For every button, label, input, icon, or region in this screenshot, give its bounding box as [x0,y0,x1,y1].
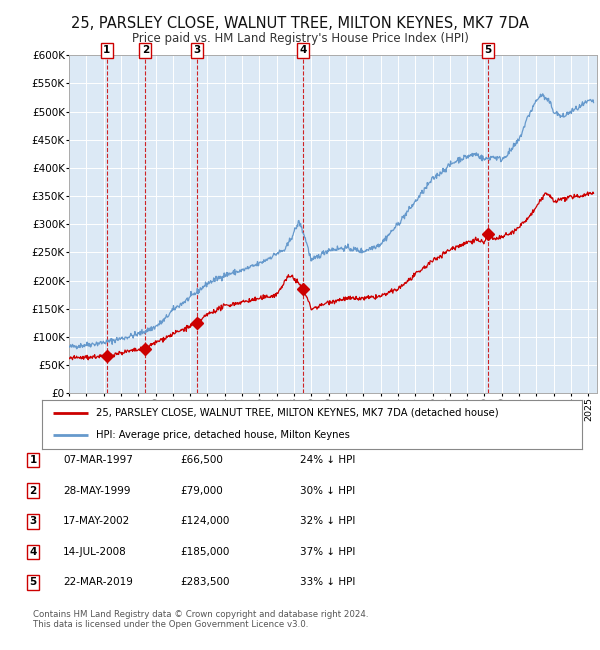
Text: 37% ↓ HPI: 37% ↓ HPI [300,547,355,557]
Text: £66,500: £66,500 [180,455,223,465]
Text: 25, PARSLEY CLOSE, WALNUT TREE, MILTON KEYNES, MK7 7DA: 25, PARSLEY CLOSE, WALNUT TREE, MILTON K… [71,16,529,31]
Text: Contains HM Land Registry data © Crown copyright and database right 2024.
This d: Contains HM Land Registry data © Crown c… [33,610,368,629]
Text: 3: 3 [193,46,200,55]
Text: £185,000: £185,000 [180,547,229,557]
Text: 1: 1 [103,46,110,55]
Text: 17-MAY-2002: 17-MAY-2002 [63,516,130,526]
Text: 4: 4 [299,46,307,55]
Text: 07-MAR-1997: 07-MAR-1997 [63,455,133,465]
Text: £124,000: £124,000 [180,516,229,526]
Text: 5: 5 [29,577,37,588]
Text: 30% ↓ HPI: 30% ↓ HPI [300,486,355,496]
Text: 2: 2 [142,46,149,55]
Text: 25, PARSLEY CLOSE, WALNUT TREE, MILTON KEYNES, MK7 7DA (detached house): 25, PARSLEY CLOSE, WALNUT TREE, MILTON K… [96,408,499,418]
Text: 33% ↓ HPI: 33% ↓ HPI [300,577,355,588]
Text: 3: 3 [29,516,37,526]
Text: £79,000: £79,000 [180,486,223,496]
Text: 14-JUL-2008: 14-JUL-2008 [63,547,127,557]
Text: Price paid vs. HM Land Registry's House Price Index (HPI): Price paid vs. HM Land Registry's House … [131,32,469,45]
Text: 24% ↓ HPI: 24% ↓ HPI [300,455,355,465]
Text: 22-MAR-2019: 22-MAR-2019 [63,577,133,588]
Text: 5: 5 [485,46,492,55]
Text: £283,500: £283,500 [180,577,229,588]
Text: 4: 4 [29,547,37,557]
Text: HPI: Average price, detached house, Milton Keynes: HPI: Average price, detached house, Milt… [96,430,350,440]
Text: 28-MAY-1999: 28-MAY-1999 [63,486,131,496]
Text: 1: 1 [29,455,37,465]
Text: 32% ↓ HPI: 32% ↓ HPI [300,516,355,526]
Text: 2: 2 [29,486,37,496]
